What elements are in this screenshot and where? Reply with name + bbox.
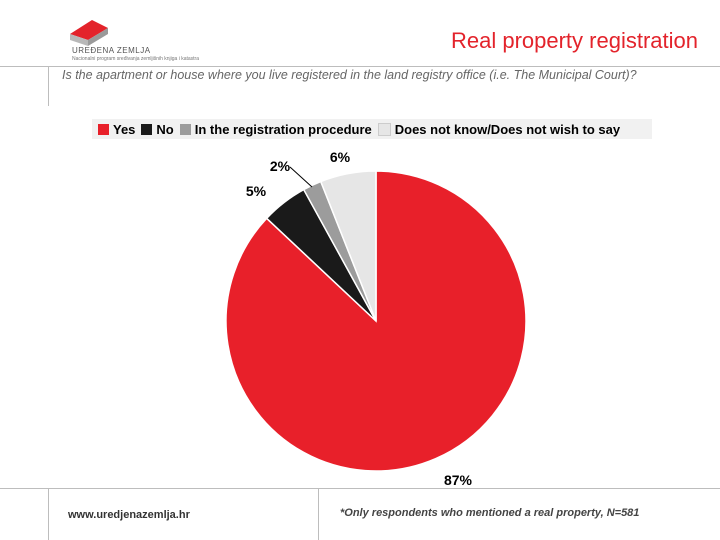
legend-label-yes: Yes — [113, 121, 136, 137]
legend-swatch-in-procedure — [179, 123, 191, 135]
footer-vertical-divider-left — [48, 488, 49, 540]
header-divider — [0, 66, 720, 67]
footer-vertical-divider-mid — [318, 488, 319, 540]
data-label-yes: 87% — [444, 472, 473, 488]
data-label-in-procedure: 2% — [270, 158, 291, 174]
leader-line-in-procedure — [289, 166, 313, 188]
legend-swatch-no — [141, 123, 153, 135]
legend-item-in-procedure: In the registration procedure — [179, 121, 372, 137]
website-link[interactable]: www.uredjenazemlja.hr — [68, 509, 190, 521]
legend-item-does-not-know: Does not know/Does not wish to say — [377, 121, 621, 137]
legend-label-does-not-know: Does not know/Does not wish to say — [394, 121, 621, 137]
chart-legend: Yes No In the registration procedure Doe… — [92, 119, 652, 139]
data-label-no: 5% — [246, 183, 267, 199]
pie-slice-yes — [225, 170, 527, 472]
logo-name: UREĐENA ZEMLJA — [72, 46, 151, 55]
legend-item-no: No — [141, 121, 174, 137]
logo — [70, 20, 108, 46]
footnote: *Only respondents who mentioned a real p… — [340, 507, 640, 519]
header-vertical-divider — [48, 66, 49, 106]
legend-label-in-procedure: In the registration procedure — [194, 121, 372, 137]
pie-slice-does-not-know — [319, 170, 377, 322]
data-label-does-not-know: 6% — [330, 149, 351, 165]
footer-divider — [0, 488, 720, 489]
legend-label-no: No — [156, 121, 174, 137]
legend-swatch-does-not-know — [377, 122, 391, 136]
legend-swatch-yes — [98, 123, 109, 135]
logo-tagline: Nacionalni program sređivanja zemljišnih… — [72, 56, 200, 62]
page-title: Real property registration — [450, 28, 698, 53]
survey-question: Is the apartment or house where you live… — [62, 68, 637, 82]
legend-item-yes: Yes — [98, 122, 135, 137]
